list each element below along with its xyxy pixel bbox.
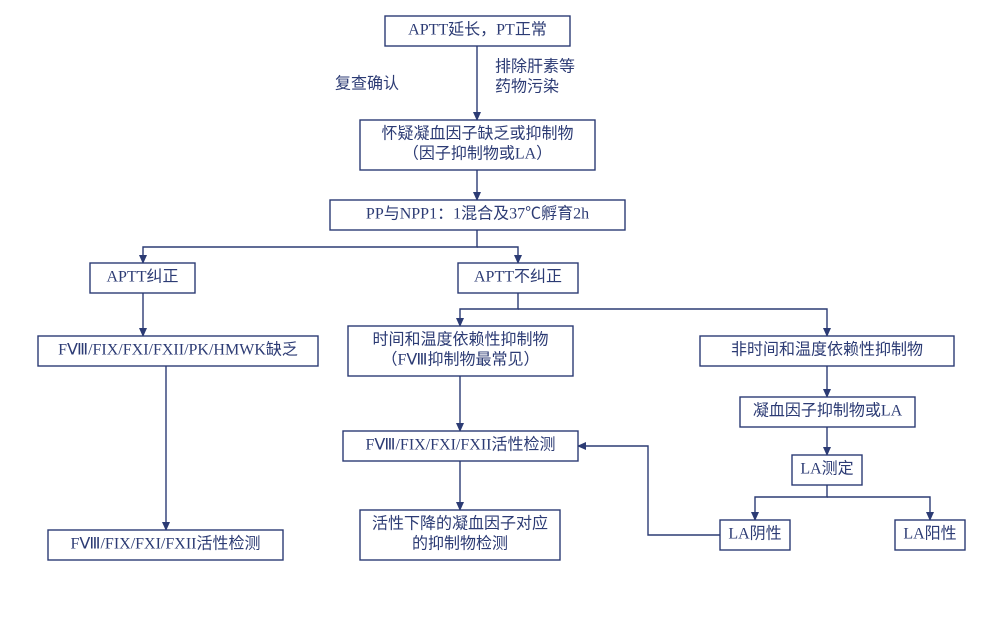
node-text-n15-line0: LA阳性 xyxy=(903,525,956,543)
node-n10: FⅧ/FIX/FXI/FXII活性检测 xyxy=(343,431,578,461)
node-n2: 怀疑凝血因子缺乏或抑制物 （因子抑制物或LA） xyxy=(360,120,595,170)
node-text-n14-line0: LA阴性 xyxy=(728,525,781,543)
node-text-n10-line0: FⅧ/FIX/FXI/FXII活性检测 xyxy=(366,436,556,454)
flowchart-canvas: APTT延长，PT正常怀疑凝血因子缺乏或抑制物 （因子抑制物或LA） PP与NPP1… xyxy=(0,0,1000,632)
node-text-n4-line0: APTT纠正 xyxy=(106,269,178,286)
node-n4: APTT纠正 xyxy=(90,263,195,293)
node-n8: 非时间和温度依赖性抑制物 xyxy=(700,336,954,366)
node-text-n2-line0: 怀疑凝血因子缺乏或抑制物 xyxy=(381,125,573,143)
node-text-n13-line1: 的抑制物检测 xyxy=(412,535,508,553)
node-n15: LA阳性 xyxy=(895,520,965,550)
edge-n11-n14 xyxy=(755,485,827,520)
node-n3: PP与NPP1：1混合及37℃孵育2h xyxy=(330,200,625,230)
edge-n5-n7 xyxy=(460,293,518,326)
node-n1: APTT延长，PT正常 xyxy=(385,16,570,46)
node-text-n7-line0: 时间和温度依赖性抑制物 xyxy=(372,331,548,349)
node-text-n1-line0: APTT延长，PT正常 xyxy=(408,21,547,39)
node-n9: 凝血因子抑制物或LA xyxy=(740,397,915,427)
node-n11: LA测定 xyxy=(792,455,862,485)
node-text-n11-line0: LA测定 xyxy=(800,460,853,478)
node-n14: LA阴性 xyxy=(720,520,790,550)
node-n6: FⅧ/FIX/FXI/FXII/PK/HMWK缺乏 xyxy=(38,336,318,366)
node-text-n2-line1: （因子抑制物或LA） xyxy=(403,145,552,163)
node-text-n13-line0: 活性下降的凝血因子对应 xyxy=(372,514,548,533)
edge-n3-n4 xyxy=(143,230,477,263)
edge-n11-n15 xyxy=(827,497,930,520)
edge-label-l3: 药物污染 xyxy=(495,78,559,96)
node-text-n3-line0: PP与NPP1：1混合及37℃孵育2h xyxy=(366,205,589,223)
node-text-n7-line1: （FⅧ抑制物最常见） xyxy=(382,351,540,369)
edge-label-l2: 排除肝素等 xyxy=(495,58,575,76)
node-n5: APTT不纠正 xyxy=(458,263,578,293)
node-text-n8-line0: 非时间和温度依赖性抑制物 xyxy=(731,341,923,359)
node-text-n9-line0: 凝血因子抑制物或LA xyxy=(753,402,903,420)
node-n7: 时间和温度依赖性抑制物 （FⅧ抑制物最常见） xyxy=(348,326,573,376)
edge-label-l1: 复查确认 xyxy=(335,75,399,93)
nodes-layer: APTT延长，PT正常怀疑凝血因子缺乏或抑制物 （因子抑制物或LA） PP与NPP1… xyxy=(38,16,965,560)
edge-n14-n10 xyxy=(578,446,720,535)
edge-n3-n5 xyxy=(477,247,518,263)
node-text-n6-line0: FⅧ/FIX/FXI/FXII/PK/HMWK缺乏 xyxy=(58,341,298,359)
node-text-n5-line0: APTT不纠正 xyxy=(474,269,562,286)
node-n13: 活性下降的凝血因子对应的抑制物检测 xyxy=(360,510,560,560)
node-n12: FⅧ/FIX/FXI/FXII活性检测 xyxy=(48,530,283,560)
node-text-n12-line0: FⅧ/FIX/FXI/FXII活性检测 xyxy=(71,535,261,553)
edge-labels-layer: 复查确认 排除肝素等药物污染 xyxy=(335,58,575,96)
